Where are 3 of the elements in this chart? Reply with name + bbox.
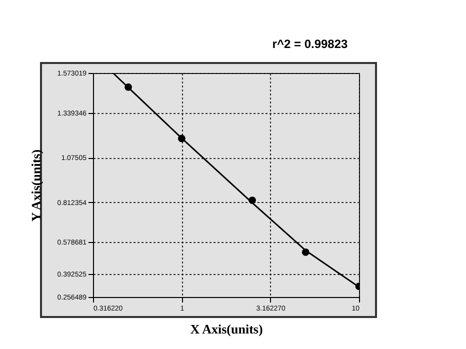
chart-title: r^2 = 0.99823 [272,37,348,51]
y-axis-title: Y Axis(units) [28,149,44,222]
x-axis-title: X Axis(units) [190,322,263,336]
